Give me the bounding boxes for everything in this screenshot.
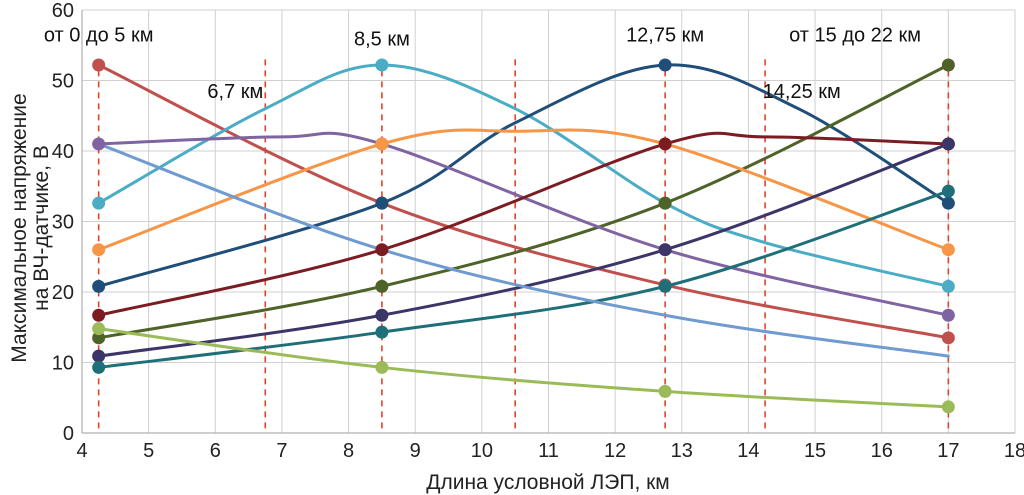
x-tick-label: 16 [871, 440, 893, 462]
data-point-s3 [375, 196, 389, 210]
y-tick-label: 0 [63, 423, 74, 445]
series-line-s1 [97, 63, 950, 340]
data-point-s9 [375, 325, 389, 339]
series-line-s11 [97, 142, 950, 358]
y-tick-label: 50 [52, 71, 74, 93]
data-point-s10 [92, 322, 106, 336]
series-line-s7 [97, 131, 950, 317]
data-point-s4 [941, 58, 955, 72]
data-point-s1 [92, 58, 106, 72]
data-point-s9 [658, 279, 672, 293]
distance-annotation: 12,75 км [626, 25, 704, 47]
x-tick-label: 18 [1004, 440, 1024, 462]
data-point-s10 [658, 384, 672, 398]
y-tick-label: 40 [52, 141, 74, 163]
series-markers [92, 58, 955, 414]
x-tick-label: 17 [937, 440, 959, 462]
series-line-s2 [97, 63, 950, 288]
y-tick-label: 10 [52, 353, 74, 375]
distance-annotation: 14,25 км [763, 81, 841, 103]
data-point-s4 [375, 279, 389, 293]
x-tick-label: 13 [671, 440, 693, 462]
distance-markers [97, 59, 950, 433]
x-tick-label: 11 [538, 440, 559, 462]
data-point-s2 [941, 279, 955, 293]
data-point-s6 [375, 137, 389, 151]
data-point-s1 [941, 331, 955, 345]
x-tick-label: 4 [76, 440, 87, 462]
series-line-s9 [97, 189, 950, 369]
y-axis-title-line-2: на ВЧ-датчике, В [30, 145, 53, 311]
data-point-s8 [941, 137, 955, 151]
data-point-s5 [941, 308, 955, 322]
x-axis-title: Длина условной ЛЭП, км [426, 471, 670, 494]
data-point-s4 [658, 196, 672, 210]
series-line-s5 [97, 131, 950, 317]
data-point-s7 [92, 308, 106, 322]
y-axis-title-line-1: Максимальное напряжение [8, 93, 31, 362]
x-tick-label: 12 [604, 440, 626, 462]
distance-annotation: от 15 до 22 км [789, 25, 921, 47]
data-point-s2 [92, 196, 106, 210]
x-tick-label: 10 [471, 440, 493, 462]
data-point-s3 [941, 196, 955, 210]
data-point-s7 [658, 137, 672, 151]
series-lines [97, 63, 950, 409]
data-point-s8 [375, 308, 389, 322]
tick-labels: 4 5 6 7 8 9 10 11 12 13 14 15 16 17 18 0 10 20 30 40 50 60 [52, 0, 1024, 462]
x-tick-label: 6 [210, 440, 221, 462]
data-point-s5 [92, 137, 106, 151]
data-point-s8 [658, 243, 672, 257]
data-point-s9 [92, 360, 106, 374]
x-tick-label: 8 [343, 440, 354, 462]
series-line-s3 [97, 63, 950, 288]
data-point-s2 [375, 58, 389, 72]
x-tick-label: 7 [276, 440, 287, 462]
series-line-s10 [97, 327, 950, 409]
distance-annotation: 6,7 км [207, 81, 263, 103]
series-line-s8 [97, 142, 950, 358]
series-line-s6 [97, 128, 950, 252]
y-tick-label: 20 [52, 282, 74, 304]
data-point-s6 [941, 243, 955, 257]
annotations: от 0 до 5 км 6,7 км 8,5 км 12,75 км 14,25 км… [44, 25, 921, 103]
x-tick-label: 9 [410, 440, 421, 462]
data-point-s8 [92, 349, 106, 363]
data-point-s10 [375, 360, 389, 374]
x-tick-label: 14 [737, 440, 759, 462]
y-tick-label: 60 [52, 0, 74, 22]
data-point-s4 [92, 331, 106, 345]
data-point-s6 [92, 243, 106, 257]
distance-annotation: 8,5 км [354, 28, 410, 50]
data-point-s3 [658, 58, 672, 72]
data-point-s9 [941, 184, 955, 198]
series-line-s4 [97, 63, 950, 340]
x-tick-label: 5 [143, 440, 154, 462]
data-point-s10 [941, 400, 955, 414]
distance-annotation: от 0 до 5 км [44, 25, 154, 47]
data-point-s7 [375, 243, 389, 257]
y-tick-label: 30 [52, 212, 74, 234]
y-axis-title: Максимальное напряжение на ВЧ-датчике, В [8, 93, 53, 362]
x-tick-label: 15 [804, 440, 826, 462]
data-point-s3 [92, 279, 106, 293]
